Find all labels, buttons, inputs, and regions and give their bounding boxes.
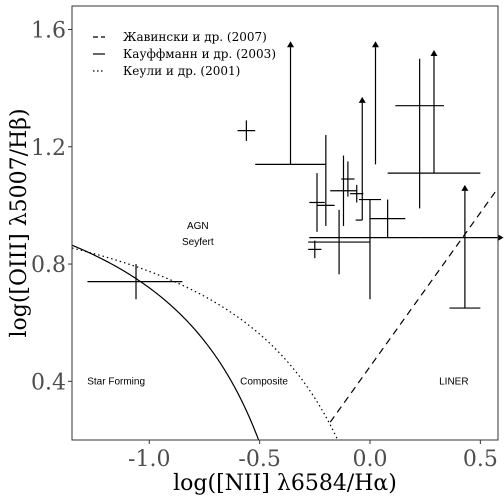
plot-frame bbox=[71, 5, 499, 441]
data-point bbox=[350, 184, 364, 203]
data-point bbox=[330, 155, 357, 226]
x-tick-label: 0.0 bbox=[352, 447, 387, 472]
data-point bbox=[449, 184, 481, 309]
data-point bbox=[309, 234, 504, 242]
y-axis-label: log([OIII] λ5007/Hβ) bbox=[7, 108, 32, 337]
legend-label: Кеули и др. (2001) bbox=[123, 64, 240, 78]
y-tick-label: 1.6 bbox=[31, 18, 66, 43]
data-point bbox=[237, 120, 256, 141]
y-tick-label: 0.8 bbox=[31, 253, 66, 278]
region-label: LINER bbox=[439, 376, 468, 387]
data-point bbox=[369, 199, 406, 238]
data-point bbox=[317, 135, 335, 226]
data-point bbox=[341, 161, 355, 197]
legend: Жавински и др. (2007) Кауффманн и др. (20… bbox=[93, 30, 276, 78]
x-axis-label: log([NII] λ6584/Hα) bbox=[173, 471, 397, 496]
data-point bbox=[358, 198, 382, 300]
kauffmann2003-line bbox=[72, 244, 260, 440]
y-tick-label: 1.2 bbox=[31, 136, 66, 161]
data-point bbox=[255, 41, 326, 165]
data-point bbox=[395, 58, 444, 209]
data-point bbox=[308, 240, 322, 259]
x-tick-label: -0.5 bbox=[238, 447, 280, 472]
axes-layer: -1.0 -0.5 0.0 0.5 0.4 0.8 1.2 1.6 bbox=[31, 18, 498, 472]
region-label: AGN bbox=[187, 221, 209, 232]
x-tick-label: -1.0 bbox=[128, 447, 170, 472]
x-tick-label: 0.5 bbox=[463, 447, 498, 472]
y-tick-label: 0.4 bbox=[31, 370, 66, 395]
legend-label: Кауффманн и др. (2003) bbox=[123, 47, 276, 61]
plot-layer: AGN Seyfert Star Forming Composite LINER bbox=[72, 41, 504, 440]
data-point bbox=[308, 209, 370, 275]
region-label: Star Forming bbox=[87, 376, 145, 387]
region-label: Seyfert bbox=[182, 237, 214, 248]
kewley2001-line bbox=[72, 247, 339, 440]
data-point bbox=[371, 41, 379, 165]
data-point bbox=[309, 173, 325, 232]
data-point bbox=[355, 96, 366, 221]
legend-label: Жавински и др. (2007) bbox=[123, 30, 267, 44]
data-point bbox=[387, 49, 481, 174]
region-label: Composite bbox=[240, 376, 288, 387]
data-point bbox=[87, 264, 183, 300]
